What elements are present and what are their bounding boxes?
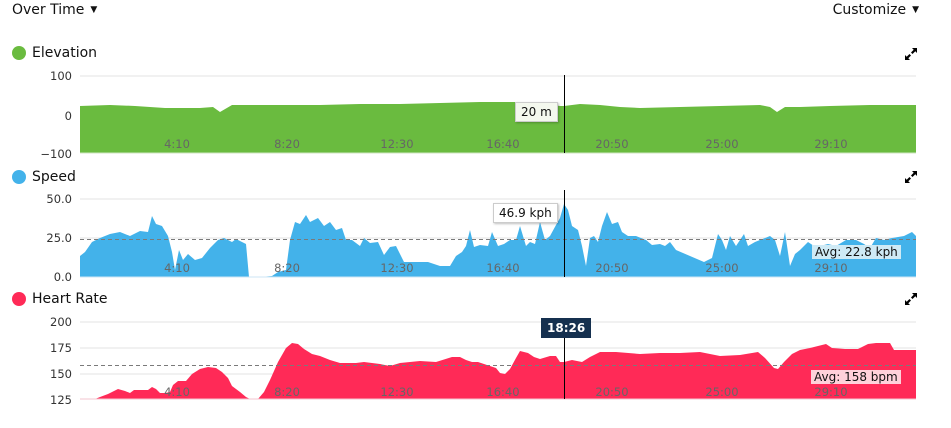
speed-legend: Speed (12, 169, 76, 185)
elevation-legend: Elevation (12, 45, 97, 61)
svg-text:20:50: 20:50 (595, 261, 628, 275)
heart-rate-chart: 4:10 8:20 12:30 16:40 20:50 25:00 29:10 (80, 321, 916, 400)
heart-rate-average-label: Avg: 158 bpm (811, 370, 901, 384)
heart-rate-legend: Heart Rate (12, 291, 108, 307)
svg-text:29:10: 29:10 (814, 261, 847, 275)
svg-text:8:20: 8:20 (274, 137, 300, 151)
svg-text:8:20: 8:20 (274, 261, 300, 275)
svg-text:12:30: 12:30 (380, 385, 413, 399)
top-bar: Over Time ▼ Customize ▼ (0, 0, 951, 24)
svg-text:16:40: 16:40 (486, 137, 519, 151)
view-mode-label: Over Time (12, 2, 85, 18)
svg-text:20:50: 20:50 (595, 137, 628, 151)
cursor-time-badge: 18:26 (541, 318, 592, 338)
speed-y-tick: 25.0 (46, 231, 72, 245)
speed-average-label: Avg: 22.8 kph (812, 245, 901, 259)
elevation-x-ticks: 4:10 8:20 12:30 16:40 20:50 25:00 29:10 (164, 137, 847, 151)
speed-area (80, 204, 916, 277)
svg-text:4:10: 4:10 (164, 137, 190, 151)
customize-dropdown[interactable]: Customize ▼ (833, 2, 919, 18)
caret-down-icon: ▼ (90, 5, 98, 15)
svg-text:12:30: 12:30 (380, 137, 413, 151)
svg-text:29:10: 29:10 (814, 137, 847, 151)
customize-label: Customize (832, 2, 907, 18)
heart-rate-y-tick: 150 (50, 367, 72, 381)
expand-icon[interactable] (904, 47, 918, 61)
elevation-tooltip: 20 m (515, 102, 558, 122)
svg-text:8:20: 8:20 (274, 385, 300, 399)
speed-color-dot (12, 170, 26, 184)
svg-text:25:00: 25:00 (705, 385, 738, 399)
heart-rate-y-tick: 125 (50, 393, 72, 407)
svg-text:20:50: 20:50 (595, 385, 628, 399)
svg-text:4:10: 4:10 (164, 385, 190, 399)
speed-tooltip: 46.9 kph (493, 203, 558, 223)
heart-rate-y-tick: 200 (50, 315, 72, 329)
svg-text:25:00: 25:00 (705, 261, 738, 275)
expand-icon[interactable] (904, 292, 918, 306)
heart-rate-title: Heart Rate (32, 291, 108, 307)
heart-rate-y-tick: 175 (50, 341, 72, 355)
speed-y-tick: 50.0 (46, 192, 72, 206)
speed-y-tick: 0.0 (53, 270, 72, 284)
elevation-chart: 4:10 8:20 12:30 16:40 20:50 25:00 29:10 (80, 75, 916, 154)
heart-rate-x-ticks: 4:10 8:20 12:30 16:40 20:50 25:00 29:10 (164, 385, 847, 399)
heart-rate-area (80, 343, 916, 399)
elevation-title: Elevation (32, 45, 98, 61)
expand-icon[interactable] (904, 170, 918, 184)
svg-text:16:40: 16:40 (486, 385, 519, 399)
svg-text:25:00: 25:00 (705, 137, 738, 151)
view-mode-dropdown[interactable]: Over Time ▼ (12, 2, 97, 18)
elevation-area (80, 102, 916, 153)
svg-text:16:40: 16:40 (486, 261, 519, 275)
heart-rate-color-dot (12, 292, 26, 306)
elevation-y-tick: 0 (64, 109, 72, 123)
speed-x-ticks: 4:10 8:20 12:30 16:40 20:50 25:00 29:10 (164, 261, 847, 275)
speed-chart: 4:10 8:20 12:30 16:40 20:50 25:00 29:10 (80, 198, 916, 278)
elevation-y-tick: −100 (40, 147, 72, 161)
caret-down-icon: ▼ (912, 5, 919, 15)
speed-title: Speed (32, 169, 76, 185)
svg-text:29:10: 29:10 (814, 385, 847, 399)
svg-text:4:10: 4:10 (164, 261, 190, 275)
elevation-y-tick: 100 (50, 69, 72, 83)
svg-text:12:30: 12:30 (380, 261, 413, 275)
elevation-color-dot (12, 46, 26, 60)
